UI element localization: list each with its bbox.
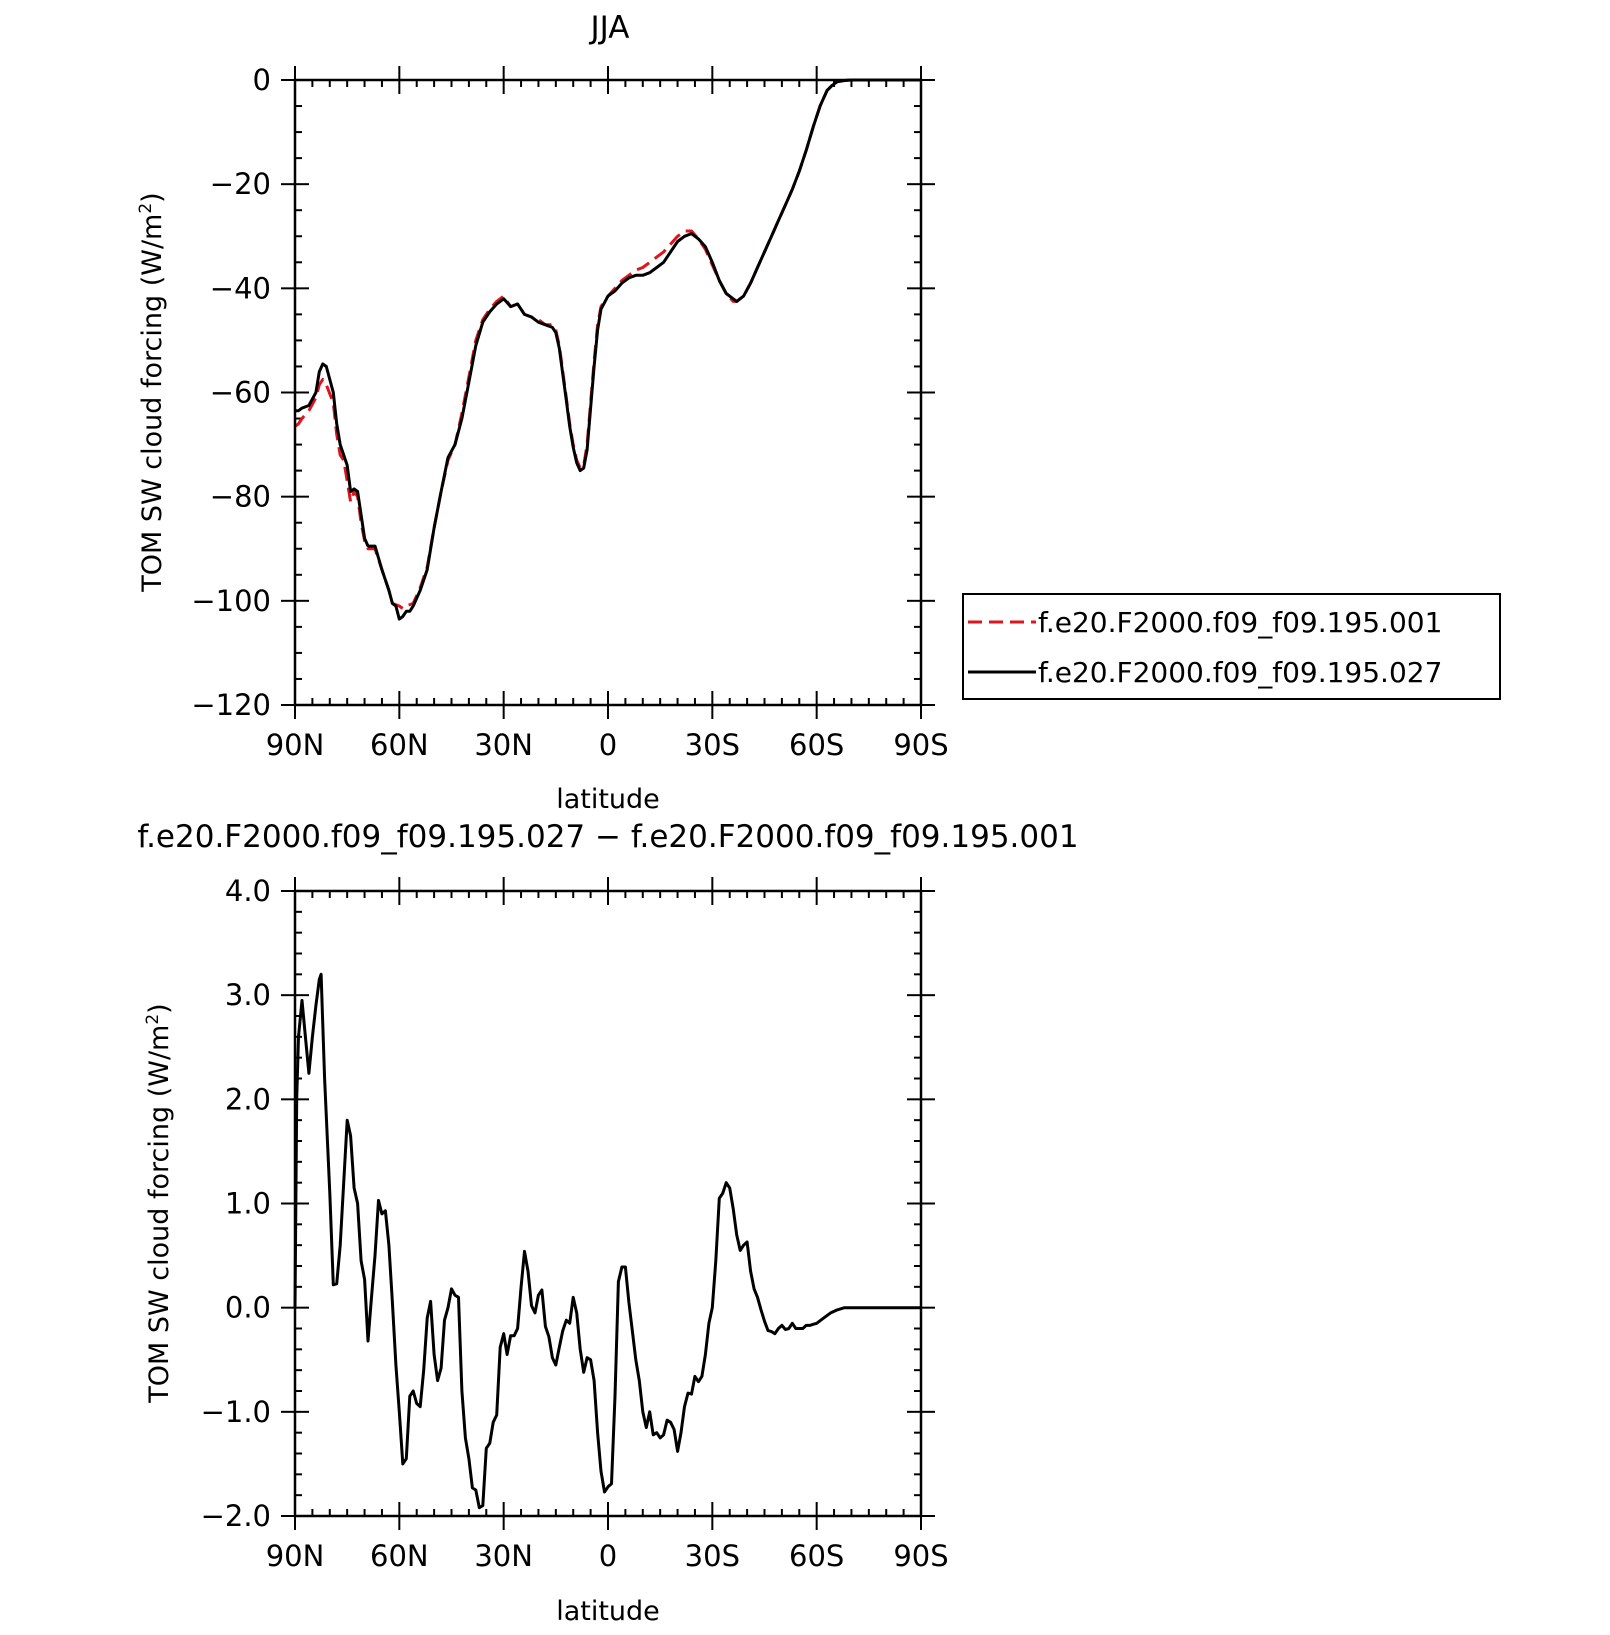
- bottom-chart-series: [293, 972, 921, 1510]
- bot-y-tick-label: −1.0: [201, 1395, 271, 1429]
- bottom-chart-x-tick-labels: 90N 60N 30N 0 30S 60S 90S: [266, 1539, 949, 1573]
- legend-label-001: f.e20.F2000.f09_f09.195.001: [1038, 606, 1442, 639]
- top-y-tick-label: 0: [253, 63, 271, 97]
- bottom-chart-x-axis-label: latitude: [556, 1596, 660, 1627]
- top-chart: JJA 90N 60N 30N 0 30S 60S 90S 0 −20 −40 −60 −80 −10…: [136, 10, 949, 815]
- bot-x-tick-label: 90N: [266, 1539, 325, 1573]
- bot-x-tick-label: 60S: [789, 1539, 844, 1573]
- top-x-tick-label: 60S: [789, 728, 844, 762]
- top-x-tick-label: 90S: [893, 728, 948, 762]
- top-chart-x-tick-labels: 90N 60N 30N 0 30S 60S 90S: [266, 728, 949, 762]
- top-series-line-0: [294, 78, 921, 611]
- top-x-tick-label: 30S: [685, 728, 740, 762]
- bot-y-tick-label: 2.0: [225, 1082, 271, 1116]
- top-y-tick-label: −40: [210, 271, 271, 305]
- bot-x-tick-label: 90S: [893, 1539, 948, 1573]
- top-x-tick-label: 0: [599, 728, 617, 762]
- bot-x-tick-label: 30N: [474, 1539, 533, 1573]
- legend: f.e20.F2000.f09_f09.195.001 f.e20.F2000.…: [962, 593, 1501, 700]
- top-x-tick-label: 90N: [266, 728, 325, 762]
- bot-y-tick-label: 4.0: [225, 874, 271, 908]
- top-chart-y-axis-label: TOM SW cloud forcing (W/m2): [136, 192, 168, 592]
- bottom-chart-title: f.e20.F2000.f09_f09.195.027 − f.e20.F200…: [137, 819, 1078, 855]
- top-x-tick-label: 30N: [474, 728, 533, 762]
- top-chart-plot-frame: [293, 78, 923, 707]
- legend-box: [962, 593, 1501, 700]
- top-chart-ticks: [281, 66, 935, 719]
- bot-x-tick-label: 30S: [685, 1539, 740, 1573]
- bot-y-tick-label: 1.0: [225, 1187, 271, 1221]
- bot-x-tick-label: 60N: [370, 1539, 429, 1573]
- bottom-chart-plot-frame: [293, 889, 923, 1518]
- top-x-tick-label: 60N: [370, 728, 429, 762]
- bottom-chart: f.e20.F2000.f09_f09.195.027 − f.e20.F200…: [137, 819, 1078, 1627]
- top-y-tick-label: −120: [191, 688, 271, 722]
- bottom-chart-y-tick-labels: 4.0 3.0 2.0 1.0 0.0 −1.0 −2.0: [201, 874, 271, 1533]
- bot-y-tick-label: −2.0: [201, 1499, 271, 1533]
- bot-y-tick-label: 0.0: [225, 1291, 271, 1325]
- bot-x-tick-label: 0: [599, 1539, 617, 1573]
- top-chart-y-tick-labels: 0 −20 −40 −60 −80 −100 −120: [191, 63, 271, 722]
- top-chart-x-axis-label: latitude: [556, 784, 660, 815]
- top-chart-series: [294, 78, 921, 621]
- top-y-tick-label: −100: [191, 584, 271, 618]
- bot-y-tick-label: 3.0: [225, 978, 271, 1012]
- legend-label-027: f.e20.F2000.f09_f09.195.027: [1038, 656, 1442, 689]
- top-y-tick-label: −60: [210, 376, 271, 410]
- top-chart-title: JJA: [589, 10, 630, 46]
- bot-series-line-0: [293, 972, 921, 1510]
- top-y-tick-label: −80: [210, 480, 271, 514]
- top-series-line-1: [295, 78, 921, 621]
- top-y-tick-label: −20: [210, 167, 271, 201]
- bottom-chart-y-axis-label: TOM SW cloud forcing (W/m2): [143, 1003, 175, 1403]
